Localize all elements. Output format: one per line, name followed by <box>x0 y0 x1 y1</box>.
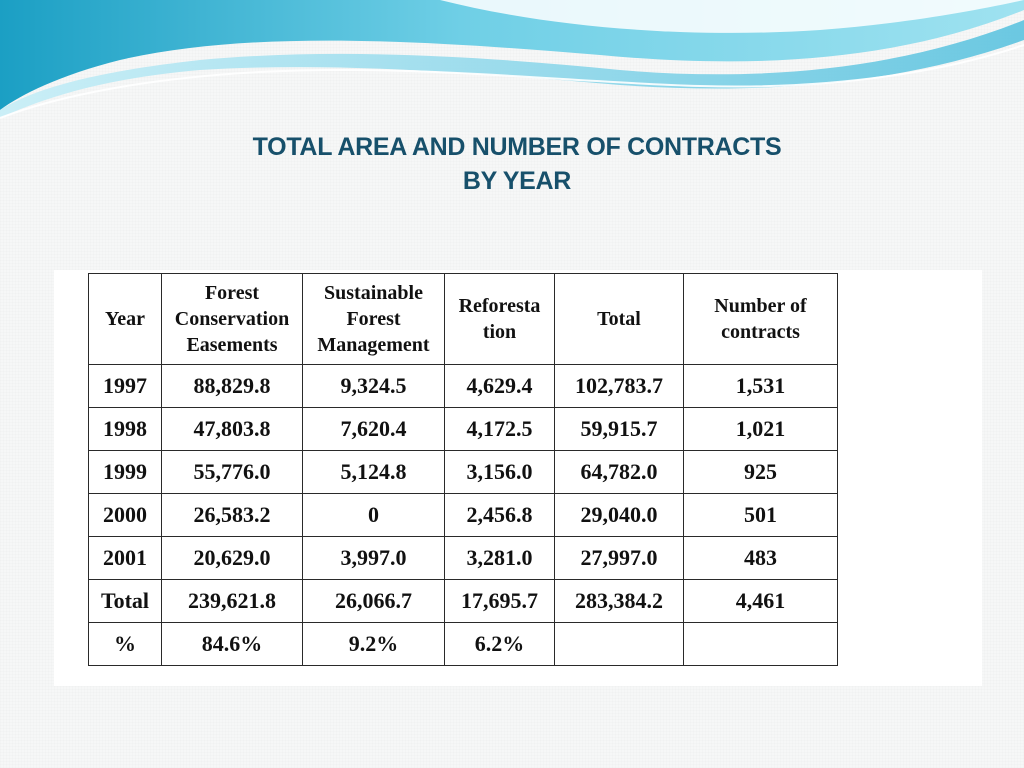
cell-fce: 88,829.8 <box>161 364 303 408</box>
cell-ref: 4,172.5 <box>444 407 555 451</box>
cell-year: 1999 <box>88 450 162 494</box>
table-row-percent: % 84.6% 9.2% 6.2% <box>88 622 838 666</box>
cell-fce: 84.6% <box>161 622 303 666</box>
cell-fce: 239,621.8 <box>161 579 303 623</box>
cell-sfm: 26,066.7 <box>302 579 445 623</box>
cell-total: 29,040.0 <box>554 493 684 537</box>
cell-year: Total <box>88 579 162 623</box>
title-line-1: TOTAL AREA AND NUMBER OF CONTRACTS <box>252 133 782 161</box>
header-line: contracts <box>721 321 800 343</box>
header-line: Forest <box>346 308 401 330</box>
wave-decoration <box>0 0 1024 119</box>
cell-contracts: 925 <box>683 450 838 494</box>
cell-total: 102,783.7 <box>554 364 684 408</box>
header-line: Reforesta <box>458 295 541 317</box>
cell-total <box>554 622 684 666</box>
cell-year: 1998 <box>88 407 162 451</box>
header-reforestation: Reforesta tion <box>444 273 555 365</box>
cell-contracts: 1,531 <box>683 364 838 408</box>
table-row-total: Total 239,621.8 26,066.7 17,695.7 283,38… <box>88 579 838 623</box>
contracts-table: Year Forest Conservation Easements Susta… <box>88 273 838 666</box>
header-contracts: Number of contracts <box>683 273 838 365</box>
cell-fce: 20,629.0 <box>161 536 303 580</box>
header-line: Conservation <box>174 308 290 330</box>
cell-ref: 3,281.0 <box>444 536 555 580</box>
cell-total: 59,915.7 <box>554 407 684 451</box>
cell-sfm: 3,997.0 <box>302 536 445 580</box>
header-line: Management <box>317 334 430 356</box>
cell-year: 2000 <box>88 493 162 537</box>
table-row: 1997 88,829.8 9,324.5 4,629.4 102,783.7 … <box>88 364 838 408</box>
cell-fce: 47,803.8 <box>161 407 303 451</box>
cell-sfm: 9.2% <box>302 622 445 666</box>
cell-fce: 26,583.2 <box>161 493 303 537</box>
cell-ref: 2,456.8 <box>444 493 555 537</box>
cell-total: 64,782.0 <box>554 450 684 494</box>
cell-sfm: 0 <box>302 493 445 537</box>
cell-sfm: 7,620.4 <box>302 407 445 451</box>
cell-contracts: 4,461 <box>683 579 838 623</box>
cell-ref: 4,629.4 <box>444 364 555 408</box>
title-line-2: BY YEAR <box>462 167 572 195</box>
cell-sfm: 9,324.5 <box>302 364 445 408</box>
cell-contracts: 1,021 <box>683 407 838 451</box>
table-row: 2000 26,583.2 0 2,456.8 29,040.0 501 <box>88 493 838 537</box>
cell-fce: 55,776.0 <box>161 450 303 494</box>
header-line: Forest <box>204 282 260 304</box>
cell-contracts: 501 <box>683 493 838 537</box>
cell-ref: 6.2% <box>444 622 555 666</box>
header-row: Year Forest Conservation Easements Susta… <box>88 273 838 365</box>
cell-total: 27,997.0 <box>554 536 684 580</box>
cell-year: 2001 <box>88 536 162 580</box>
cell-year: % <box>88 622 162 666</box>
header-total: Total <box>554 273 684 365</box>
header-forest-conservation: Forest Conservation Easements <box>161 273 303 365</box>
slide-title: TOTAL AREA AND NUMBER OF CONTRACTS BY YE… <box>112 130 922 198</box>
cell-sfm: 5,124.8 <box>302 450 445 494</box>
cell-year: 1997 <box>88 364 162 408</box>
cell-contracts <box>683 622 838 666</box>
cell-total: 283,384.2 <box>554 579 684 623</box>
table-row: 1998 47,803.8 7,620.4 4,172.5 59,915.7 1… <box>88 407 838 451</box>
header-line: Number of <box>714 295 807 317</box>
table-row: 2001 20,629.0 3,997.0 3,281.0 27,997.0 4… <box>88 536 838 580</box>
table-row: 1999 55,776.0 5,124.8 3,156.0 64,782.0 9… <box>88 450 838 494</box>
header-year: Year <box>88 273 162 365</box>
cell-contracts: 483 <box>683 536 838 580</box>
header-line: Sustainable <box>324 282 423 304</box>
header-line: tion <box>482 321 517 343</box>
header-line: Easements <box>186 334 278 356</box>
cell-ref: 3,156.0 <box>444 450 555 494</box>
cell-ref: 17,695.7 <box>444 579 555 623</box>
header-sustainable-forest: Sustainable Forest Management <box>302 273 445 365</box>
